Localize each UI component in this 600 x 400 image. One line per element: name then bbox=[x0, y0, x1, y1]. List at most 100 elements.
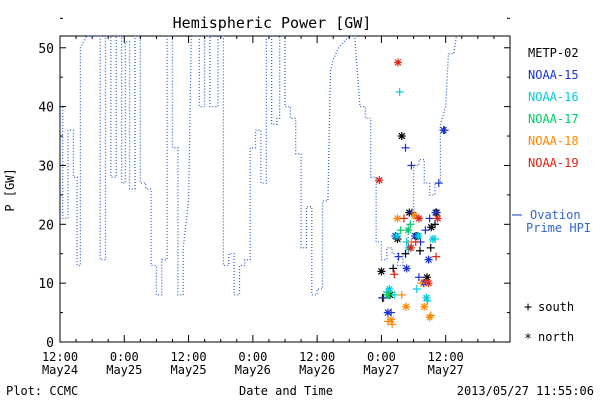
x-tick-date: May24 bbox=[42, 363, 78, 377]
marker-stroke bbox=[378, 268, 385, 275]
y-tick-label: 40 bbox=[38, 101, 54, 116]
x-tick-time: 12:00 bbox=[428, 350, 464, 364]
footer-timestamp: 2013/05/27 11:55:06 bbox=[457, 384, 594, 398]
north-label: north bbox=[538, 330, 574, 344]
marker-south-metp-02 bbox=[401, 249, 410, 258]
marker-north-noaa-15 bbox=[402, 264, 411, 273]
ovation-line bbox=[60, 35, 458, 296]
marker-south-noaa-19 bbox=[390, 270, 399, 279]
y-tick-label: 20 bbox=[38, 218, 54, 233]
marker-stroke bbox=[432, 209, 439, 216]
x-axis-ticks: 12:00May240:00May2512:00May250:00May2612… bbox=[42, 36, 511, 377]
marker-south-noaa-17 bbox=[406, 220, 415, 229]
marker-north-metp-02 bbox=[427, 223, 436, 232]
marker-north-noaa-15 bbox=[383, 308, 392, 317]
marker-north-noaa-17 bbox=[404, 226, 413, 235]
y-axis-ticks: 0 10 20 30 40 50 bbox=[38, 17, 510, 351]
marker-south-noaa-15 bbox=[379, 293, 388, 302]
marker-stroke bbox=[384, 291, 392, 299]
marker-north-noaa-19 bbox=[406, 243, 415, 252]
x-tick-date: May27 bbox=[428, 363, 464, 377]
legend-entry-noaa-19: NOAA-19 bbox=[528, 156, 579, 170]
south-label: south bbox=[538, 300, 574, 314]
marker-stroke bbox=[425, 279, 432, 287]
chart-title: Hemispheric Power [GW] bbox=[173, 14, 372, 32]
plot-frame bbox=[59, 35, 511, 343]
legend-entry-metp-02: METP-02 bbox=[528, 46, 579, 60]
marker-south-metp-02 bbox=[389, 264, 398, 273]
x-tick-date: May25 bbox=[106, 363, 142, 377]
x-axis-label: Date and Time bbox=[239, 384, 333, 398]
footer-credit: Plot: CCMC bbox=[6, 384, 78, 398]
marker-north-noaa-18 bbox=[425, 313, 434, 322]
marker-south-metp-02 bbox=[416, 246, 424, 255]
marker-north-noaa-19 bbox=[375, 176, 384, 185]
marker-north-noaa-19 bbox=[394, 58, 403, 67]
marker-stroke bbox=[404, 226, 412, 234]
marker-stroke bbox=[425, 256, 432, 263]
ovation-series bbox=[60, 35, 458, 296]
marker-stroke bbox=[394, 59, 402, 66]
marker-south-noaa-15 bbox=[401, 143, 410, 152]
x-tick-date: May25 bbox=[171, 363, 207, 377]
x-tick-time: 12:00 bbox=[299, 350, 335, 364]
marker-south-noaa-19 bbox=[411, 237, 420, 246]
marker-south-noaa-18 bbox=[397, 290, 406, 299]
y-tick-label: 50 bbox=[38, 42, 54, 57]
marker-north-noaa-18 bbox=[402, 302, 411, 311]
marker-south-noaa-15 bbox=[407, 161, 416, 170]
x-tick-time: 12:00 bbox=[171, 350, 207, 364]
marker-stroke bbox=[375, 176, 383, 184]
marker-north-noaa-19 bbox=[433, 214, 442, 223]
x-tick-time: 0:00 bbox=[110, 350, 139, 364]
south-symbol: + bbox=[524, 300, 532, 315]
marker-south-noaa-15 bbox=[421, 226, 430, 235]
marker-stroke bbox=[394, 215, 401, 222]
marker-south-noaa-15 bbox=[414, 273, 423, 282]
marker-north-noaa-19 bbox=[414, 214, 423, 223]
x-tick-time: 0:00 bbox=[238, 350, 267, 364]
marker-stroke bbox=[384, 309, 392, 316]
marker-stroke bbox=[427, 223, 435, 231]
marker-north-noaa-16 bbox=[428, 235, 437, 244]
marker-north-noaa-16 bbox=[422, 293, 431, 302]
marker-south-noaa-19 bbox=[399, 214, 408, 223]
marker-north-noaa-15 bbox=[431, 208, 440, 217]
marker-south-noaa-16 bbox=[412, 285, 421, 294]
plot-border bbox=[59, 35, 511, 343]
legend-entry-noaa-16: NOAA-16 bbox=[528, 90, 579, 104]
marker-stroke bbox=[403, 265, 410, 272]
marker-north-noaa-15 bbox=[439, 126, 448, 135]
marker-stroke bbox=[415, 232, 422, 240]
marker-stroke bbox=[411, 212, 418, 219]
y-tick-label: 30 bbox=[38, 159, 54, 174]
marker-north-noaa-15 bbox=[424, 255, 433, 264]
marker-stroke bbox=[407, 244, 415, 252]
marker-north-noaa-19 bbox=[424, 279, 433, 288]
marker-stroke bbox=[434, 215, 442, 222]
marker-stroke bbox=[420, 303, 428, 311]
marker-south-noaa-18 bbox=[388, 320, 397, 329]
marker-south-noaa-15 bbox=[425, 214, 434, 223]
marker-north-noaa-18 bbox=[420, 302, 429, 311]
marker-north-noaa-16 bbox=[414, 232, 423, 241]
north-symbol: * bbox=[524, 332, 532, 347]
marker-stroke bbox=[440, 126, 447, 134]
marker-north-noaa-17 bbox=[383, 290, 392, 299]
ovation-legend-label-2: Prime HPI bbox=[526, 221, 591, 235]
x-tick-date: May26 bbox=[235, 363, 271, 377]
marker-stroke bbox=[426, 313, 433, 321]
marker-stroke bbox=[387, 316, 395, 323]
marker-stroke bbox=[423, 294, 430, 302]
marker-stroke bbox=[398, 132, 406, 140]
x-tick-date: May27 bbox=[363, 363, 399, 377]
legend-entry-noaa-15: NOAA-15 bbox=[528, 68, 579, 82]
ovation-legend-label-1: Ovation bbox=[530, 208, 581, 222]
marker-south-noaa-16 bbox=[395, 87, 404, 96]
ovation-legend: Ovation Prime HPI bbox=[512, 208, 591, 235]
marker-south-noaa-17 bbox=[396, 226, 405, 235]
marker-north-noaa-16 bbox=[392, 232, 401, 241]
y-tick-label: 0 bbox=[46, 336, 54, 351]
y-tick-label: 10 bbox=[38, 277, 54, 292]
satellite-markers bbox=[375, 58, 449, 329]
